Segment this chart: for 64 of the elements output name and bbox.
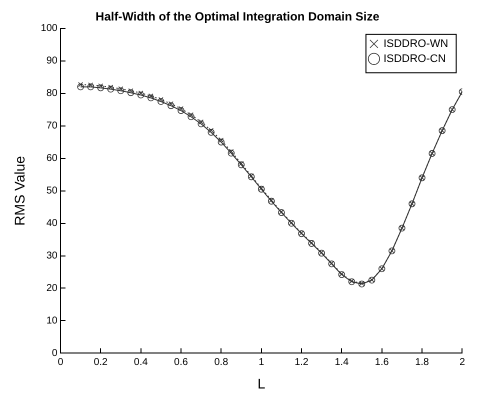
y-tick-label: 50 xyxy=(46,186,58,197)
point xyxy=(137,92,144,98)
point xyxy=(268,198,275,205)
point xyxy=(198,120,204,128)
x-tick-label: 1.4 xyxy=(334,356,350,368)
point xyxy=(128,88,134,94)
point xyxy=(198,119,204,124)
point xyxy=(158,98,164,105)
point xyxy=(258,186,264,191)
point xyxy=(208,128,214,133)
x-tick-label: 0.2 xyxy=(94,356,108,368)
point xyxy=(188,112,194,118)
point xyxy=(248,173,254,178)
point xyxy=(87,83,94,90)
x-tick-label: 1.8 xyxy=(415,356,430,368)
x-tick-label: 1 xyxy=(258,356,265,368)
point xyxy=(127,89,134,96)
point xyxy=(138,90,144,96)
x-axis-title: L xyxy=(257,375,266,392)
point xyxy=(178,107,184,114)
point xyxy=(258,186,265,193)
y-tick-label: 90 xyxy=(46,56,58,67)
y-axis-title: RMS Value xyxy=(11,156,28,226)
x-tick-label: 1.2 xyxy=(294,356,309,368)
point xyxy=(228,150,235,157)
point xyxy=(88,82,94,88)
point xyxy=(248,173,255,180)
point xyxy=(148,93,154,98)
point xyxy=(147,94,154,102)
y-tick-label: 0 xyxy=(52,348,58,359)
x-tick-label: 0.4 xyxy=(134,356,148,368)
point xyxy=(158,97,164,102)
y-tick-label: 30 xyxy=(46,250,58,262)
x-tick-label: 1.6 xyxy=(374,356,390,368)
point xyxy=(168,101,174,106)
point xyxy=(97,84,104,92)
point xyxy=(238,161,245,168)
y-tick-label: 60 xyxy=(46,153,58,164)
point xyxy=(188,113,194,120)
x-tick-label: 0.6 xyxy=(174,356,188,368)
point xyxy=(108,84,114,90)
legend-label: ISDDRO-CN xyxy=(383,52,446,65)
point xyxy=(238,160,244,166)
y-tick-label: 10 xyxy=(46,315,58,326)
point xyxy=(117,87,124,94)
point xyxy=(98,83,104,88)
point xyxy=(218,138,225,146)
y-tick-label: 70 xyxy=(46,120,58,132)
point xyxy=(268,198,274,203)
y-tick-label: 80 xyxy=(46,88,58,100)
point xyxy=(107,86,114,93)
y-tick-label: 100 xyxy=(40,23,58,34)
legend-label: ISDDRO-WN xyxy=(383,38,448,50)
point xyxy=(178,106,184,112)
point xyxy=(118,86,124,92)
point xyxy=(168,102,174,110)
x-tick-label: 0.8 xyxy=(214,356,229,368)
chart-title: Half-Width of the Optimal Integration Domain Size xyxy=(96,10,380,24)
point xyxy=(228,148,234,154)
y-tick-label: 40 xyxy=(46,218,58,230)
y-tick-label: 20 xyxy=(46,282,58,294)
point xyxy=(218,138,224,143)
x-tick-label: 2 xyxy=(459,356,466,368)
point xyxy=(208,128,215,136)
